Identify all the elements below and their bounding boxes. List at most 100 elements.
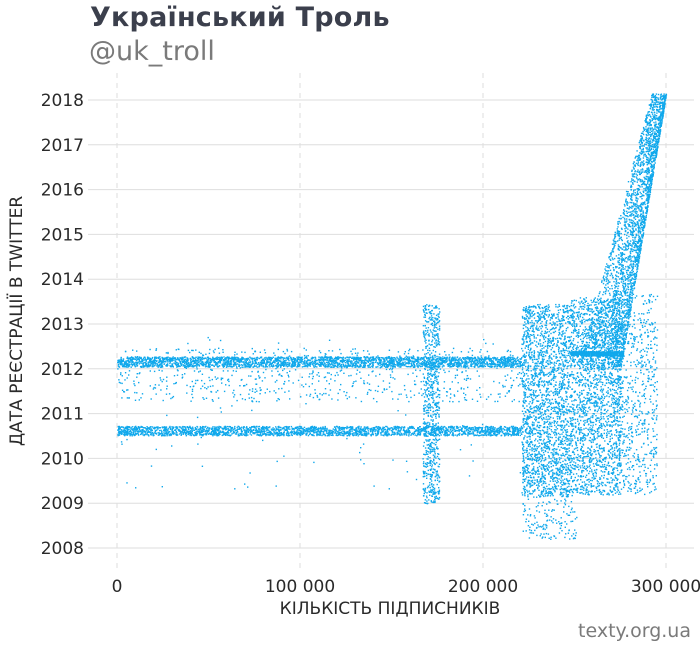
- data-point: [181, 356, 183, 359]
- data-point: [498, 364, 500, 366]
- data-point: [389, 360, 391, 362]
- data-point: [481, 430, 483, 433]
- data-point: [213, 429, 215, 431]
- data-point: [169, 360, 172, 362]
- data-point: [133, 363, 135, 365]
- data-point: [413, 432, 416, 434]
- grid: [88, 73, 694, 570]
- data-point: [393, 359, 395, 362]
- data-point: [126, 428, 129, 431]
- data-point: [124, 429, 127, 432]
- data-point: [236, 360, 238, 362]
- data-point: [361, 366, 364, 368]
- data-point: [497, 431, 499, 434]
- data-point: [192, 360, 194, 362]
- data-point: [445, 360, 448, 363]
- data-point: [507, 364, 509, 366]
- data-point: [363, 434, 366, 436]
- data-point: [492, 363, 494, 365]
- data-point: [317, 434, 320, 436]
- data-point: [495, 365, 497, 367]
- data-point: [285, 363, 287, 365]
- data-point: [345, 432, 348, 435]
- data-point: [454, 356, 456, 358]
- data-point: [337, 432, 339, 434]
- data-point: [290, 357, 293, 359]
- data-point: [334, 426, 336, 428]
- data-point: [419, 369, 421, 372]
- data-point: [229, 360, 232, 363]
- data-point: [216, 356, 218, 358]
- data-point: [150, 426, 152, 428]
- data-point: [419, 429, 422, 431]
- data-point: [128, 359, 130, 361]
- data-point: [481, 357, 483, 360]
- data-point: [341, 366, 343, 368]
- data-point: [334, 357, 337, 360]
- data-point: [269, 366, 271, 368]
- data-point: [448, 358, 451, 360]
- data-point: [215, 358, 218, 361]
- data-point: [192, 349, 194, 352]
- data-point: [246, 430, 248, 432]
- data-point: [416, 361, 419, 363]
- data-point: [351, 427, 353, 430]
- data-point: [440, 363, 442, 365]
- data-point: [407, 363, 409, 365]
- data-point: [333, 360, 336, 362]
- data-point: [171, 426, 173, 428]
- data-point: [136, 428, 139, 431]
- data-point: [503, 359, 505, 362]
- data-point: [144, 427, 146, 429]
- data-point: [173, 429, 176, 431]
- data-point: [199, 356, 202, 359]
- data-point: [270, 364, 273, 366]
- data-point: [153, 427, 155, 429]
- data-point: [452, 363, 454, 365]
- data-point: [290, 358, 292, 360]
- data-point: [316, 362, 318, 365]
- data-point: [219, 357, 221, 359]
- data-point: [187, 433, 189, 436]
- data-point: [239, 432, 241, 435]
- data-point: [324, 355, 326, 357]
- data-point: [393, 363, 395, 366]
- data-point: [503, 356, 506, 358]
- data-point: [263, 360, 265, 363]
- data-point: [170, 365, 172, 368]
- data-point: [285, 359, 287, 361]
- data-point: [191, 432, 193, 434]
- data-point: [452, 428, 455, 430]
- data-point: [264, 366, 266, 368]
- data-point: [147, 434, 150, 436]
- data-point: [357, 435, 359, 437]
- data-point: [291, 358, 294, 361]
- data-point: [231, 374, 233, 377]
- data-point: [297, 363, 299, 365]
- data-point: [174, 358, 176, 360]
- data-point: [444, 435, 446, 437]
- data-point: [295, 360, 298, 362]
- data-point: [250, 375, 252, 377]
- data-point: [386, 434, 389, 437]
- data-point: [246, 359, 248, 361]
- data-point: [130, 366, 132, 368]
- data-point: [155, 356, 157, 358]
- data-point: [434, 362, 436, 365]
- data-point: [348, 358, 350, 360]
- data-point: [169, 431, 171, 433]
- data-point: [252, 366, 254, 368]
- data-point: [416, 360, 418, 362]
- data-point: [147, 431, 150, 433]
- data-point: [262, 366, 265, 368]
- data-point: [154, 357, 156, 359]
- data-point: [196, 359, 199, 362]
- data-point: [338, 429, 341, 431]
- data-point: [387, 364, 389, 366]
- data-point: [516, 363, 518, 366]
- data-point: [411, 357, 413, 360]
- data-point: [506, 430, 508, 432]
- data-point: [132, 428, 134, 430]
- data-point: [502, 358, 504, 361]
- data-point: [285, 425, 288, 428]
